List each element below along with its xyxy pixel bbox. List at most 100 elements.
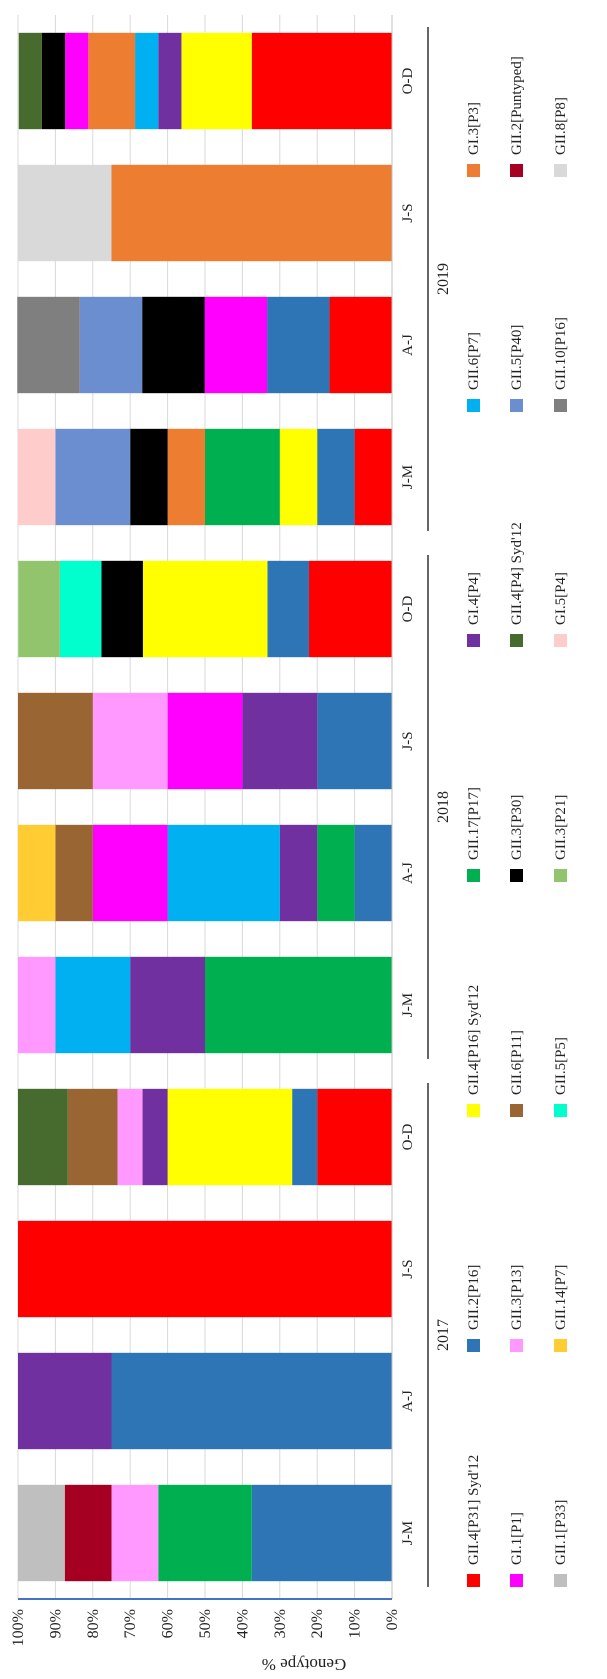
legend: GII.4[P31] Syd'12 GII.2[P16] GII.4[P16] Sy… xyxy=(466,56,569,1587)
bar-segment-gi-1-p1 xyxy=(167,692,243,790)
legend-label: GII.8[P8] xyxy=(553,97,569,155)
bar-segment-gii-17-p17 xyxy=(205,956,392,1054)
legend-label: GII.17[P17] xyxy=(466,787,482,860)
legend-label: GII.2[P16] xyxy=(466,1265,482,1330)
bar-segment-gii-3-p30 xyxy=(41,32,66,130)
bar-segment-gii-6-p7 xyxy=(135,32,159,130)
category-label: A-J xyxy=(400,334,416,356)
legend-swatch-gii-5-p5 xyxy=(554,1104,567,1117)
y-tick-label: 30% xyxy=(272,1609,289,1638)
legend-swatch-gii-2-puntyped xyxy=(510,164,523,177)
bar-segment-gi-5-p4 xyxy=(18,428,56,526)
bar-segment-gi-3-p3 xyxy=(167,428,206,526)
legend-label: GII.3[P13] xyxy=(509,1265,525,1330)
legend-label: GII.3[P30] xyxy=(509,795,525,860)
bar-segment-gii-6-p7 xyxy=(167,824,280,922)
bar-segment-gi-4-p4 xyxy=(18,1352,112,1450)
legend-label: GII.4[P16] Syd'12 xyxy=(466,985,482,1095)
year-label: 2017 xyxy=(435,1319,452,1351)
y-tick-label: 100% xyxy=(10,1609,27,1646)
bar-segment-gii-4-p31-syd-12 xyxy=(251,32,392,130)
bar-segment-gi-4-p4 xyxy=(158,32,182,130)
category-label: J-M xyxy=(400,1521,416,1545)
legend-label: GI.5[P4] xyxy=(553,572,569,625)
bar-segment-gii-3-p13 xyxy=(92,692,168,790)
bar-segment-gii-4-p16-syd-12 xyxy=(181,32,252,130)
legend-label: GII.1[P33] xyxy=(553,1500,569,1565)
bar-segment-gi-4-p4 xyxy=(242,692,318,790)
bar-segment-gii-2-p16 xyxy=(354,824,393,922)
legend-swatch-gii-6-p7 xyxy=(467,399,480,412)
y-tick-label: 40% xyxy=(234,1609,251,1638)
bar-segment-gii-4-p16-syd-12 xyxy=(279,428,318,526)
bar-segment-gii-4-p31-syd-12 xyxy=(18,1220,392,1318)
legend-swatch-gi-5-p4 xyxy=(554,634,567,647)
legend-label: GI.3[P3] xyxy=(466,102,482,155)
bar-segment-gii-17-p17 xyxy=(205,428,280,526)
bar-segment-gii-4-p4-syd-12 xyxy=(18,1088,68,1186)
bar-segment-gii-3-p30 xyxy=(142,296,205,394)
legend-swatch-gi-4-p4 xyxy=(467,634,480,647)
category-label: J-S xyxy=(400,731,416,750)
bar-segment-gii-2-p16 xyxy=(292,1088,318,1186)
bar-segment-gi-1-p1 xyxy=(92,824,168,922)
bar-segment-gii-5-p5 xyxy=(59,560,102,658)
bar-segment-gii-4-p31-syd-12 xyxy=(317,1088,393,1186)
gridlines xyxy=(17,15,393,1599)
bar-segment-gii-4-p31-syd-12 xyxy=(308,560,392,658)
year-label: 2019 xyxy=(435,263,452,295)
bar-segment-gii-2-p16 xyxy=(267,296,330,394)
bar-segment-gii-3-p21 xyxy=(18,560,60,658)
legend-swatch-gi-3-p3 xyxy=(467,164,480,177)
legend-label: GII.5[P40] xyxy=(509,325,525,390)
category-label: A-J xyxy=(400,862,416,884)
bar-segment-gi-1-p1 xyxy=(65,32,89,130)
category-label: O-D xyxy=(400,596,416,623)
legend-label: GI.4[P4] xyxy=(466,572,482,625)
bar-segment-gii-2-p16 xyxy=(317,428,355,526)
bar-segment-gii-4-p16-syd-12 xyxy=(167,1088,293,1186)
legend-label: GII.4[P31] Syd'12 xyxy=(466,1455,482,1565)
bar-segment-gii-4-p16-syd-12 xyxy=(142,560,268,658)
bar-segment-gii-6-p7 xyxy=(55,956,131,1054)
legend-swatch-gii-14-p7 xyxy=(554,1339,567,1352)
category-label: O-D xyxy=(400,68,416,95)
bar-segment-gii-4-p31-syd-12 xyxy=(354,428,393,526)
category-label: A-J xyxy=(400,1390,416,1412)
legend-swatch-gii-4-p16-syd-12 xyxy=(467,1104,480,1117)
bar-segment-gii-6-p11 xyxy=(67,1088,118,1186)
y-tick-label: 0% xyxy=(384,1609,401,1630)
legend-swatch-gii-3-p21 xyxy=(554,869,567,882)
y-tick-label: 80% xyxy=(85,1609,102,1638)
y-tick-labels: 0% 10% 20% 30% 40% 50% 60% 70% 80% 90% 100% xyxy=(10,1609,401,1646)
legend-swatch-gii-6-p11 xyxy=(510,1104,523,1117)
category-label: J-M xyxy=(400,993,416,1017)
legend-label: GII.6[P11] xyxy=(509,1030,525,1095)
category-label: J-S xyxy=(400,203,416,222)
y-tick-label: 90% xyxy=(47,1609,64,1638)
legend-swatch-gii-3-p13 xyxy=(510,1339,523,1352)
legend-label: GII.14[P7] xyxy=(553,1265,569,1330)
bar-segment-gii-3-p30 xyxy=(130,428,168,526)
bar-segment-gii-10-p16 xyxy=(17,296,80,394)
legend-swatch-gi-1-p1 xyxy=(510,1574,523,1587)
bar-segment-gii-2-p16 xyxy=(267,560,309,658)
bar-segment-gi-3-p3 xyxy=(111,164,392,262)
year-label: 2018 xyxy=(435,791,452,823)
y-tick-label: 20% xyxy=(309,1609,326,1638)
bar-segment-gii-17-p17 xyxy=(158,1484,252,1582)
bar-segment-gii-17-p17 xyxy=(317,824,355,922)
legend-swatch-gii-4-p31-syd-12 xyxy=(467,1574,480,1587)
legend-label: GII.6[P7] xyxy=(466,332,482,390)
y-tick-label: 10% xyxy=(347,1609,364,1638)
bar-segment-gi-4-p4 xyxy=(142,1088,168,1186)
legend-swatch-gii-8-p8 xyxy=(554,164,567,177)
bar-segment-gii-2-p16 xyxy=(111,1352,392,1450)
bar-segment-gii-3-p13 xyxy=(18,956,56,1054)
bars xyxy=(17,32,393,1582)
bar-segment-gii-2-puntyped xyxy=(64,1484,112,1582)
legend-label: GII.3[P21] xyxy=(553,795,569,860)
bar-segment-gii-3-p13 xyxy=(117,1088,143,1186)
